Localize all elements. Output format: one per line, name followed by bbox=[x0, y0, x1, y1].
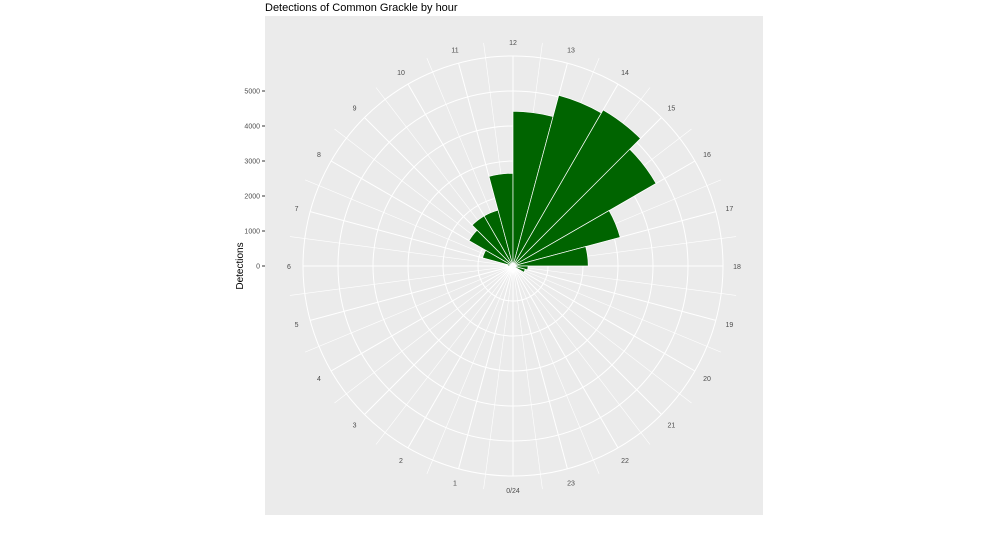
bar-hour-16 bbox=[512, 210, 621, 267]
hour-label: 3 bbox=[353, 422, 357, 429]
grid-spoke-minor bbox=[334, 265, 514, 404]
radial-tick-label: 4000 bbox=[244, 124, 260, 131]
hour-label: 2 bbox=[399, 458, 403, 465]
radial-axis: 0 1000 2000 3000 4000 5000 bbox=[244, 89, 265, 271]
hour-label: 6 bbox=[287, 264, 291, 271]
hour-label: 7 bbox=[295, 206, 299, 213]
grid-spoke bbox=[512, 265, 568, 469]
grid-spoke-minor bbox=[375, 265, 514, 445]
bar-hour-15 bbox=[512, 148, 657, 267]
grid-spoke bbox=[512, 265, 619, 449]
hour-label: 10 bbox=[397, 70, 405, 77]
grid-spoke bbox=[364, 265, 514, 415]
grid-spoke-minor bbox=[512, 265, 737, 296]
radial-tick-label: 2000 bbox=[244, 194, 260, 201]
chart-title: Detections of Common Grackle by hour bbox=[265, 2, 458, 14]
hour-label: 0/24 bbox=[506, 488, 520, 495]
grid-spoke bbox=[310, 265, 514, 321]
grid-spoke bbox=[330, 265, 514, 372]
y-axis-label: Detections bbox=[235, 242, 246, 289]
hour-label: 22 bbox=[621, 458, 629, 465]
hour-label: 21 bbox=[668, 422, 676, 429]
bar-hour-17 bbox=[512, 246, 589, 267]
grid-spoke bbox=[310, 211, 514, 267]
hour-label: 16 bbox=[703, 152, 711, 159]
hour-label: 15 bbox=[668, 106, 676, 113]
grid-spoke bbox=[458, 265, 514, 469]
hour-label: 13 bbox=[567, 48, 575, 55]
grid-spoke-minor bbox=[512, 265, 543, 490]
hour-label: 23 bbox=[567, 480, 575, 487]
radial-tick-label: 3000 bbox=[244, 159, 260, 166]
hour-label: 14 bbox=[621, 70, 629, 77]
bars bbox=[468, 94, 657, 273]
grid-spoke-minor bbox=[304, 179, 514, 267]
grid-spoke bbox=[512, 265, 662, 415]
radial-tick-label: 0 bbox=[256, 264, 260, 271]
hour-label: 11 bbox=[451, 48, 458, 55]
grid-spoke-minor bbox=[304, 265, 514, 353]
grid-spoke-minor bbox=[289, 236, 514, 267]
hour-label: 19 bbox=[726, 322, 734, 329]
grid-spoke-minor bbox=[483, 265, 514, 490]
bar-hour-14 bbox=[512, 109, 641, 267]
hour-label: 5 bbox=[295, 322, 299, 329]
bar-hour-19 bbox=[512, 265, 526, 273]
grid-spoke-minor bbox=[426, 265, 514, 475]
grid-spoke bbox=[512, 265, 716, 321]
hour-label: 12 bbox=[509, 40, 517, 47]
grid-spoke-minor bbox=[512, 265, 722, 353]
hour-labels: 0/24123456789101112131415161718192021222… bbox=[287, 40, 741, 495]
grid-spoke bbox=[407, 265, 514, 449]
radial-tick-label: 1000 bbox=[244, 229, 260, 236]
grid-spoke bbox=[512, 265, 696, 372]
hour-label: 9 bbox=[353, 106, 357, 113]
hour-label: 1 bbox=[453, 480, 457, 487]
hour-label: 17 bbox=[726, 206, 734, 213]
hour-label: 18 bbox=[733, 264, 741, 271]
grid-spoke-minor bbox=[512, 265, 692, 404]
hour-label: 20 bbox=[703, 376, 711, 383]
radial-tick-label: 5000 bbox=[244, 89, 260, 96]
hour-label: 4 bbox=[317, 376, 321, 383]
grid-spoke-minor bbox=[289, 265, 514, 296]
hour-label: 8 bbox=[317, 152, 321, 159]
grid-spoke-minor bbox=[512, 265, 600, 475]
grid-spoke-minor bbox=[512, 265, 651, 445]
